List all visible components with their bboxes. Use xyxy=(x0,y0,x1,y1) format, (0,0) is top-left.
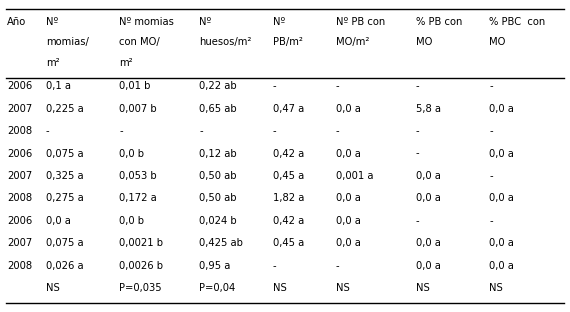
Text: 0,42 a: 0,42 a xyxy=(272,216,304,226)
Text: P=0,04: P=0,04 xyxy=(200,283,235,293)
Text: Nº PB con: Nº PB con xyxy=(336,17,385,27)
Text: -: - xyxy=(416,216,420,226)
Text: NS: NS xyxy=(336,283,349,293)
Text: 0,47 a: 0,47 a xyxy=(272,104,304,114)
Text: 2008: 2008 xyxy=(7,193,32,203)
Text: 0,50 ab: 0,50 ab xyxy=(200,171,237,181)
Text: 0,026 a: 0,026 a xyxy=(46,261,83,271)
Text: PB/m²: PB/m² xyxy=(272,37,303,47)
Text: -: - xyxy=(46,126,50,136)
Text: -: - xyxy=(416,149,420,158)
Text: Nº momias: Nº momias xyxy=(119,17,174,27)
Text: con MO/: con MO/ xyxy=(119,37,160,47)
Text: P=0,035: P=0,035 xyxy=(119,283,162,293)
Text: MO: MO xyxy=(416,37,432,47)
Text: 0,1 a: 0,1 a xyxy=(46,81,71,91)
Text: -: - xyxy=(272,126,276,136)
Text: NS: NS xyxy=(489,283,503,293)
Text: 0,42 a: 0,42 a xyxy=(272,149,304,158)
Text: Nº: Nº xyxy=(46,17,58,27)
Text: 0,0 a: 0,0 a xyxy=(416,171,441,181)
Text: 0,275 a: 0,275 a xyxy=(46,193,84,203)
Text: 0,0 a: 0,0 a xyxy=(416,193,441,203)
Text: 2006: 2006 xyxy=(7,216,32,226)
Text: 0,0 a: 0,0 a xyxy=(489,149,514,158)
Text: m²: m² xyxy=(46,58,59,68)
Text: -: - xyxy=(489,81,493,91)
Text: 0,225 a: 0,225 a xyxy=(46,104,84,114)
Text: 0,0 a: 0,0 a xyxy=(489,104,514,114)
Text: NS: NS xyxy=(416,283,430,293)
Text: 0,0021 b: 0,0021 b xyxy=(119,238,163,248)
Text: -: - xyxy=(336,126,339,136)
Text: -: - xyxy=(489,126,493,136)
Text: 1,82 a: 1,82 a xyxy=(272,193,304,203)
Text: -: - xyxy=(416,126,420,136)
Text: -: - xyxy=(489,216,493,226)
Text: 0,65 ab: 0,65 ab xyxy=(200,104,237,114)
Text: 0,0 a: 0,0 a xyxy=(336,216,360,226)
Text: % PB con: % PB con xyxy=(416,17,462,27)
Text: MO/m²: MO/m² xyxy=(336,37,369,47)
Text: NS: NS xyxy=(272,283,287,293)
Text: 0,0 a: 0,0 a xyxy=(489,238,514,248)
Text: 0,0 a: 0,0 a xyxy=(489,261,514,271)
Text: MO: MO xyxy=(489,37,506,47)
Text: 2008: 2008 xyxy=(7,126,32,136)
Text: 0,425 ab: 0,425 ab xyxy=(200,238,243,248)
Text: -: - xyxy=(489,171,493,181)
Text: 0,0 a: 0,0 a xyxy=(46,216,71,226)
Text: 0,0 a: 0,0 a xyxy=(336,193,360,203)
Text: -: - xyxy=(336,261,339,271)
Text: Nº: Nº xyxy=(200,17,211,27)
Text: NS: NS xyxy=(46,283,59,293)
Text: 2007: 2007 xyxy=(7,171,32,181)
Text: 0,01 b: 0,01 b xyxy=(119,81,150,91)
Text: 5,8 a: 5,8 a xyxy=(416,104,441,114)
Text: 0,075 a: 0,075 a xyxy=(46,238,83,248)
Text: 0,325 a: 0,325 a xyxy=(46,171,83,181)
Text: 0,007 b: 0,007 b xyxy=(119,104,157,114)
Text: 2006: 2006 xyxy=(7,149,32,158)
Text: 0,0 a: 0,0 a xyxy=(416,261,441,271)
Text: 0,0026 b: 0,0026 b xyxy=(119,261,163,271)
Text: huesos/m²: huesos/m² xyxy=(200,37,252,47)
Text: 2006: 2006 xyxy=(7,81,32,91)
Text: -: - xyxy=(272,261,276,271)
Text: 0,0 a: 0,0 a xyxy=(336,238,360,248)
Text: 0,95 a: 0,95 a xyxy=(200,261,231,271)
Text: 2008: 2008 xyxy=(7,261,32,271)
Text: % PBC  con: % PBC con xyxy=(489,17,545,27)
Text: -: - xyxy=(416,81,420,91)
Text: 0,45 a: 0,45 a xyxy=(272,238,304,248)
Text: 2007: 2007 xyxy=(7,104,32,114)
Text: 0,053 b: 0,053 b xyxy=(119,171,157,181)
Text: Año: Año xyxy=(7,17,27,27)
Text: 0,12 ab: 0,12 ab xyxy=(200,149,237,158)
Text: momias/: momias/ xyxy=(46,37,89,47)
Text: 0,22 ab: 0,22 ab xyxy=(200,81,237,91)
Text: 0,0 a: 0,0 a xyxy=(336,104,360,114)
Text: 0,45 a: 0,45 a xyxy=(272,171,304,181)
Text: Nº: Nº xyxy=(272,17,285,27)
Text: 0,024 b: 0,024 b xyxy=(200,216,237,226)
Text: -: - xyxy=(336,81,339,91)
Text: 0,075 a: 0,075 a xyxy=(46,149,83,158)
Text: 0,0 b: 0,0 b xyxy=(119,149,144,158)
Text: 0,0 b: 0,0 b xyxy=(119,216,144,226)
Text: 0,0 a: 0,0 a xyxy=(416,238,441,248)
Text: 0,172 a: 0,172 a xyxy=(119,193,157,203)
Text: 2007: 2007 xyxy=(7,238,32,248)
Text: 0,50 ab: 0,50 ab xyxy=(200,193,237,203)
Text: -: - xyxy=(200,126,203,136)
Text: -: - xyxy=(119,126,123,136)
Text: 0,0 a: 0,0 a xyxy=(336,149,360,158)
Text: 0,0 a: 0,0 a xyxy=(489,193,514,203)
Text: -: - xyxy=(272,81,276,91)
Text: m²: m² xyxy=(119,58,133,68)
Text: 0,001 a: 0,001 a xyxy=(336,171,373,181)
